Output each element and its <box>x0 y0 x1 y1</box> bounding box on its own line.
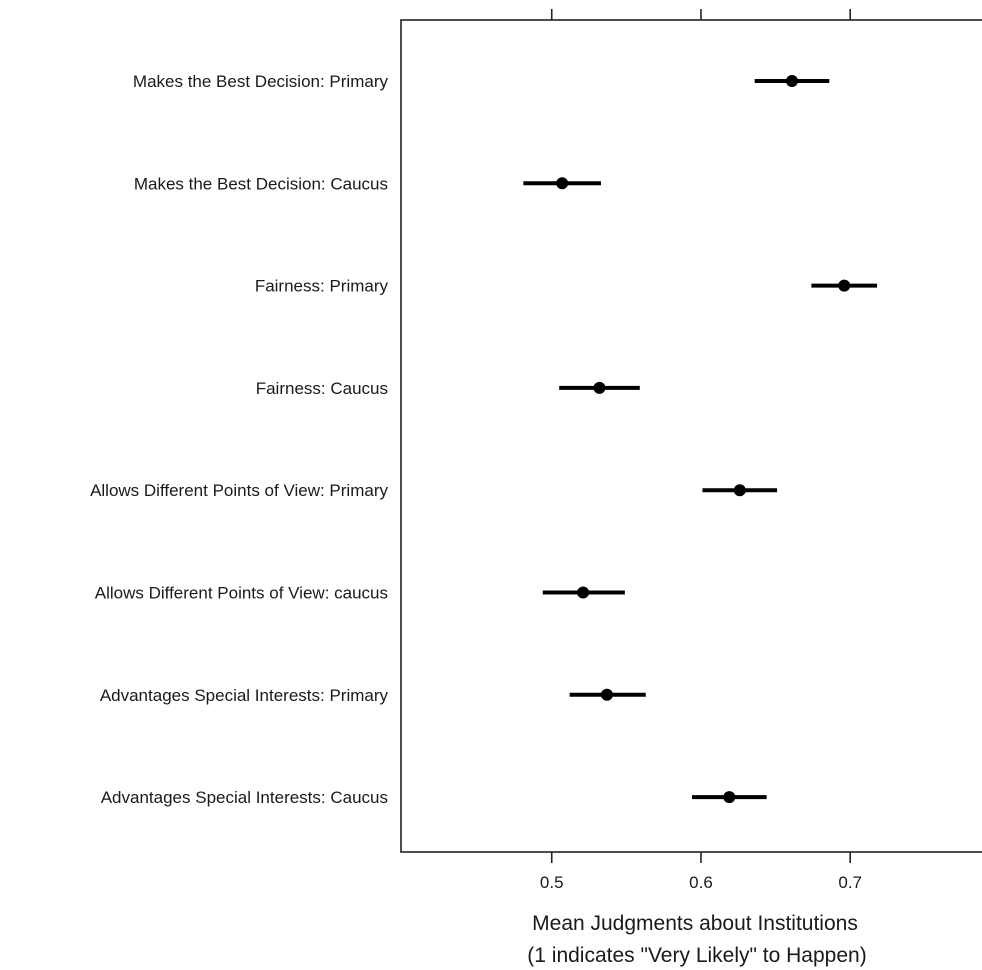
category-label: Makes the Best Decision: Caucus <box>134 174 388 193</box>
data-point <box>723 791 736 804</box>
category-label: Advantages Special Interests: Primary <box>100 686 389 705</box>
category-label: Allows Different Points of View: caucus <box>95 584 388 603</box>
data-point <box>593 381 606 394</box>
category-label: Advantages Special Interests: Caucus <box>101 788 388 807</box>
data-point <box>838 279 851 292</box>
x-tick-label: 0.7 <box>838 873 862 892</box>
data-point <box>733 484 746 497</box>
category-label: Makes the Best Decision: Primary <box>133 72 389 91</box>
data-point <box>600 688 613 701</box>
category-label: Fairness: Primary <box>255 277 389 296</box>
data-point <box>577 586 590 599</box>
data-point <box>556 177 569 190</box>
plot-frame <box>400 19 982 853</box>
data-rows: Makes the Best Decision: Primary Makes th… <box>90 72 878 807</box>
category-label: Allows Different Points of View: Primary <box>90 481 388 500</box>
x-axis-ticks: 0.5 0.6 0.7 <box>540 9 862 892</box>
x-axis-title-line-2: (1 indicates "Very Likely" to Happen) <box>527 944 866 967</box>
data-point <box>785 75 798 87</box>
x-tick-label: 0.5 <box>540 873 564 892</box>
x-axis-title-line-1: Mean Judgments about Institutions <box>532 912 858 935</box>
category-label: Fairness: Caucus <box>256 379 388 398</box>
x-tick-label: 0.6 <box>689 873 713 892</box>
